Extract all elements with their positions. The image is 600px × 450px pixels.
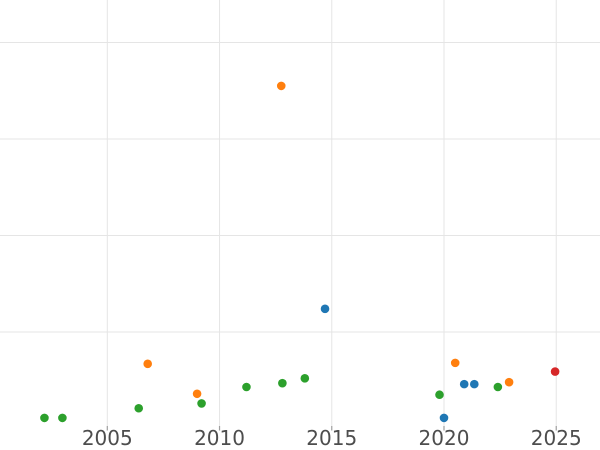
data-point-blue-series (320, 304, 330, 314)
data-point-blue-series (469, 379, 479, 389)
data-point-green-series (197, 399, 206, 408)
data-point-orange-series (450, 358, 460, 368)
data-point-green-series (300, 374, 310, 383)
data-point-orange-series (192, 389, 202, 399)
data-point-orange-series (504, 377, 514, 387)
x-tick-label: 2020 (419, 426, 470, 450)
data-point-red-series (550, 367, 560, 376)
data-point-green-series (134, 403, 144, 413)
data-point-blue-series (459, 379, 469, 389)
data-point-orange-series (276, 81, 286, 91)
data-point-orange-series (143, 359, 152, 369)
data-point-green-series (278, 378, 287, 388)
data-point-blue-series (439, 413, 449, 423)
x-tick-label: 2010 (194, 426, 245, 450)
data-point-green-series (493, 382, 503, 392)
x-tick-label: 2015 (306, 426, 357, 450)
x-tick-label: 2025 (531, 426, 582, 450)
data-point-green-series (435, 390, 444, 400)
data-point-green-series (58, 413, 67, 423)
data-point-green-series (242, 382, 251, 392)
data-point-green-series (40, 413, 49, 423)
x-tick-label: 2005 (82, 426, 133, 450)
